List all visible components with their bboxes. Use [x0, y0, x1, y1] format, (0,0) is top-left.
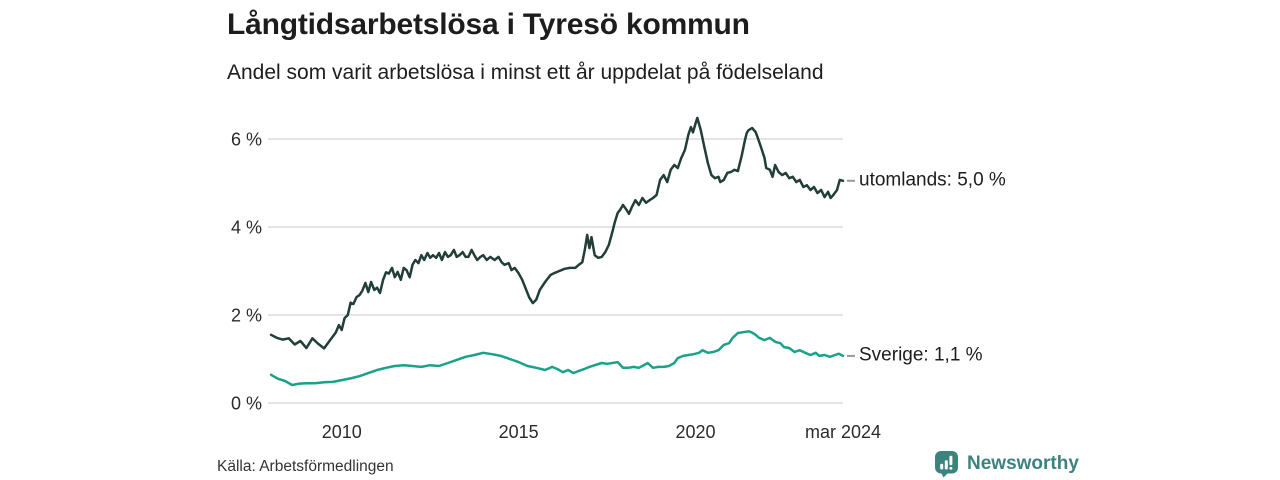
source-note: Källa: Arbetsförmedlingen	[217, 458, 394, 475]
series-line-utomlands	[269, 116, 845, 350]
newsworthy-brand-text: Newsworthy	[967, 453, 1079, 474]
series-end-label-sverige: Sverige: 1,1 %	[859, 344, 983, 366]
y-tick-label: 6 %	[231, 130, 262, 150]
page-title: Långtidsarbetslösa i Tyresö kommun	[227, 8, 750, 41]
y-tick-label: 4 %	[231, 218, 262, 238]
x-tick-label: 2015	[499, 422, 539, 442]
x-tick-label: 2010	[322, 422, 362, 442]
y-tick-label: 2 %	[231, 306, 262, 326]
x-tick-label: 2020	[675, 422, 715, 442]
y-tick-label: 0 %	[231, 394, 262, 414]
page-subtitle: Andel som varit arbetslösa i minst ett å…	[227, 61, 824, 84]
series-end-label-utomlands: utomlands: 5,0 %	[859, 169, 1006, 191]
newsworthy-brand: Newsworthy	[934, 450, 1079, 478]
newsworthy-logo-icon	[935, 451, 958, 478]
x-tick-label: mar 2024	[805, 422, 881, 442]
series-line-sverige	[269, 330, 845, 387]
